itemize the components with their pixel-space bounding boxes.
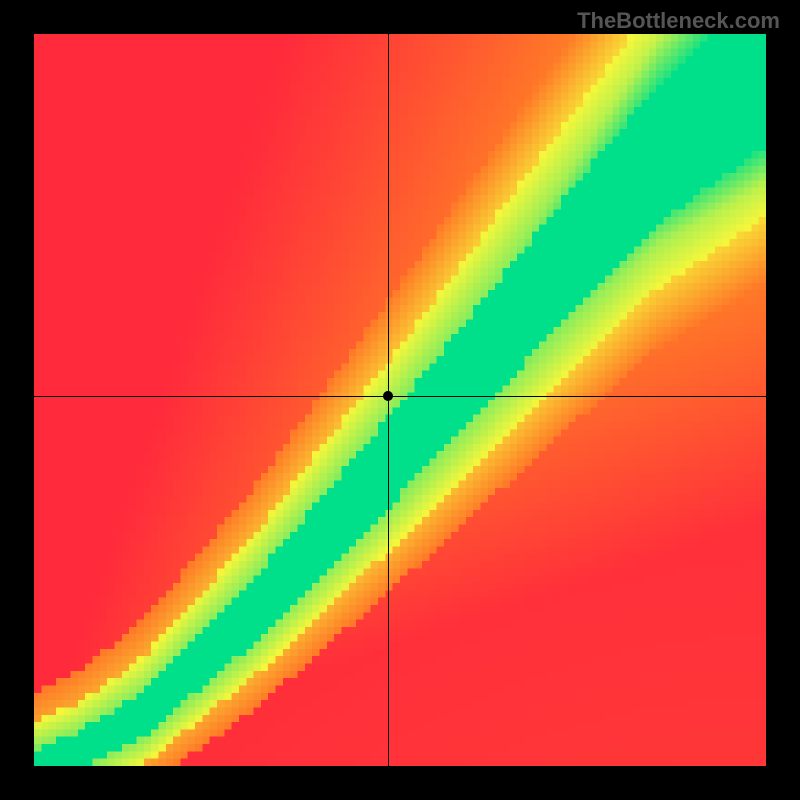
attribution-text: TheBottleneck.com — [577, 8, 780, 34]
bottleneck-heatmap — [34, 34, 766, 766]
crosshair-marker — [382, 390, 394, 402]
crosshair-horizontal — [34, 396, 766, 397]
